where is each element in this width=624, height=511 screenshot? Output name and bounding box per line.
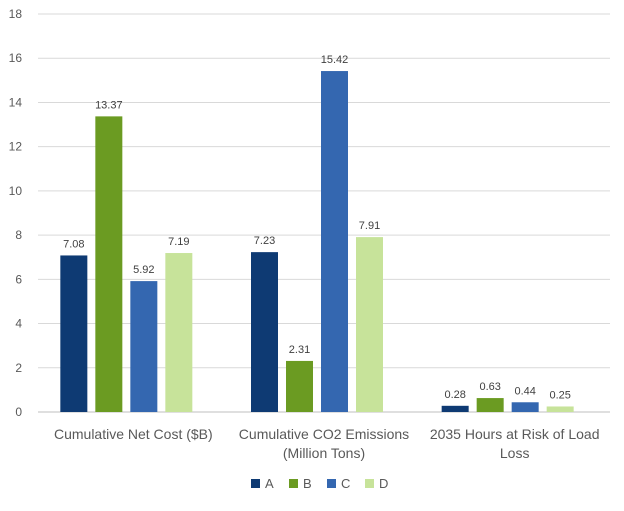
y-tick-label: 14	[9, 95, 23, 109]
y-axis-ticks: 0 2 4 6 8 10 12 14 16 18	[9, 7, 23, 419]
data-label: 0.25	[549, 389, 570, 401]
data-labels: 7.08 13.37 5.92 7.19 7.23 2.31 15.42 7.91 0.28 0.…	[63, 54, 571, 401]
x-axis-ticks: Cumulative Net Cost ($B) Cumulative CO2 E…	[54, 426, 600, 461]
legend-swatch-b	[289, 479, 298, 488]
data-label: 0.44	[514, 385, 535, 397]
bar-c-1	[321, 71, 348, 413]
bar-b-1	[286, 360, 313, 412]
data-label: 7.08	[63, 238, 84, 250]
bars	[60, 71, 574, 413]
x-tick-label: (Million Tons)	[283, 445, 365, 461]
y-tick-label: 10	[9, 184, 23, 198]
y-tick-label: 0	[15, 405, 22, 419]
data-label: 5.92	[133, 264, 154, 276]
bar-a-0	[60, 255, 88, 412]
bar-d-1	[356, 237, 383, 412]
legend-label-d: D	[379, 476, 388, 491]
y-tick-label: 8	[15, 228, 22, 242]
legend-swatch-d	[365, 479, 374, 488]
legend-label-b: B	[303, 476, 312, 491]
legend-swatch-a	[251, 479, 260, 488]
y-tick-label: 16	[9, 51, 23, 65]
x-tick-label: Loss	[500, 445, 530, 461]
data-label: 15.42	[321, 54, 349, 66]
bar-a-1	[251, 252, 278, 412]
y-tick-label: 4	[15, 317, 22, 331]
bar-c-2	[511, 402, 539, 412]
bar-b-2	[476, 398, 504, 412]
legend-swatch-c	[327, 479, 336, 488]
legend: A B C D	[251, 476, 388, 491]
x-tick-label: Cumulative Net Cost ($B)	[54, 426, 213, 442]
y-tick-label: 12	[9, 140, 23, 154]
y-tick-label: 2	[15, 361, 22, 375]
bar-d-2	[546, 406, 574, 412]
x-tick-label: Cumulative CO2 Emissions	[239, 426, 409, 442]
bar-b-0	[95, 116, 123, 412]
data-label: 7.23	[254, 235, 275, 247]
y-tick-label: 18	[9, 7, 23, 21]
data-label: 0.28	[444, 389, 465, 401]
bar-a-2	[441, 405, 469, 412]
data-label: 7.91	[359, 220, 380, 232]
y-tick-label: 6	[15, 272, 22, 286]
data-label: 7.19	[168, 236, 189, 248]
data-label: 0.63	[479, 381, 500, 393]
legend-label-a: A	[265, 476, 274, 491]
bar-c-0	[130, 281, 158, 412]
x-tick-label: 2035 Hours at Risk of Load	[430, 426, 600, 442]
data-label: 2.31	[289, 344, 310, 356]
data-label: 13.37	[95, 99, 123, 111]
bar-d-0	[165, 253, 193, 412]
legend-label-c: C	[341, 476, 350, 491]
